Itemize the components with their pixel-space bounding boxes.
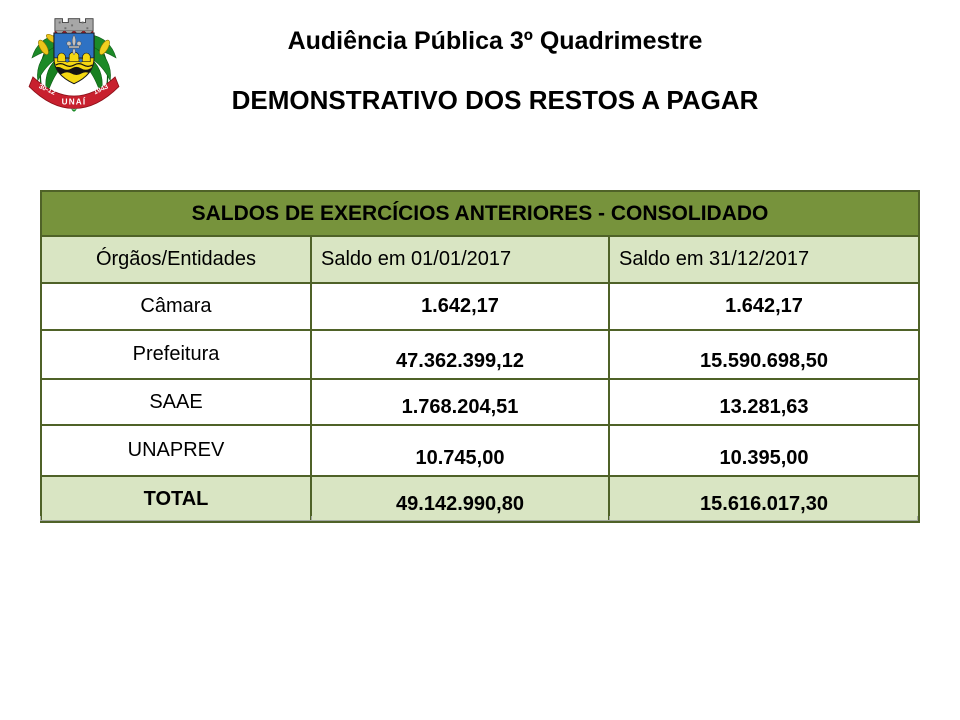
table-title-row: SALDOS DE EXERCÍCIOS ANTERIORES - CONSOL… [39, 190, 921, 237]
corn-branch-right-icon [88, 34, 117, 96]
column-header-saldo-inicial: Saldo em 01/01/2017 [310, 235, 610, 284]
saldo-final-value: 10.395,00 [607, 424, 921, 477]
saldo-inicial-value: 1.768.204,51 [310, 378, 610, 426]
saldos-table: SALDOS DE EXERCÍCIOS ANTERIORES - CONSOL… [39, 190, 921, 523]
saldo-inicial-value: 47.362.399,12 [310, 329, 610, 380]
saldo-inicial-value: 10.745,00 [310, 424, 610, 477]
shield-icon [53, 32, 95, 85]
table-row-camara: Câmara 1.642,17 1.642,17 [40, 282, 921, 331]
saldo-inicial-value: 1.642,17 [310, 282, 610, 331]
org-label: Câmara [40, 282, 312, 331]
table-clipped-row [40, 516, 918, 521]
total-label: TOTAL [40, 475, 312, 523]
slide-title: Audiência Pública 3º Quadrimestre [287, 27, 703, 55]
column-header-saldo-final: Saldo em 31/12/2017 [607, 235, 921, 284]
fleur-de-lis-icon [66, 34, 82, 56]
saldo-final-value: 1.642,17 [607, 282, 921, 331]
column-header-orgaos: Órgãos/Entidades [40, 235, 312, 284]
table-header-row: Órgãos/Entidades Saldo em 01/01/2017 Sal… [40, 235, 921, 284]
total-saldo-final-value: 15.616.017,30 [607, 475, 921, 523]
table-row-saae: SAAE 1.768.204,51 13.281,63 [40, 378, 921, 426]
org-label: UNAPREV [40, 424, 312, 477]
unai-coat-of-arms-icon: 30-12 UNAÍ 1943 [28, 18, 120, 112]
saldo-final-value: 15.590.698,50 [607, 329, 921, 380]
table-row-total: TOTAL 49.142.990,80 15.616.017,30 [40, 475, 921, 523]
saldo-final-value: 13.281,63 [607, 378, 921, 426]
table-row-unaprev: UNAPREV 10.745,00 10.395,00 [40, 424, 921, 477]
table-title: SALDOS DE EXERCÍCIOS ANTERIORES - CONSOL… [39, 190, 921, 237]
ribbon-text-center: UNAÍ [62, 96, 87, 107]
org-label: SAAE [40, 378, 312, 426]
org-label: Prefeitura [40, 329, 312, 380]
total-saldo-inicial-value: 49.142.990,80 [310, 475, 610, 523]
table-row-prefeitura: Prefeitura 47.362.399,12 15.590.698,50 [40, 329, 921, 380]
slide-subtitle: DEMONSTRATIVO DOS RESTOS A PAGAR [231, 85, 759, 115]
